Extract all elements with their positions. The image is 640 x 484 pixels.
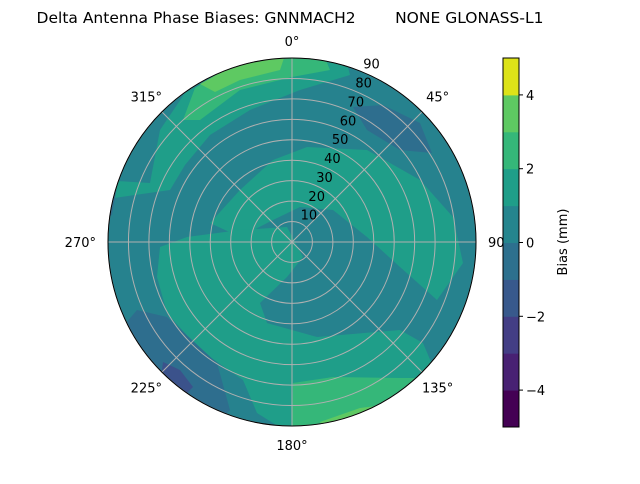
colorbar-band — [503, 131, 519, 170]
angular-tick-label: 135° — [422, 382, 453, 397]
colorbar-band — [503, 168, 519, 207]
angular-tick-label: 315° — [131, 90, 162, 105]
colorbar-tick-label: −4 — [526, 384, 545, 399]
radial-tick-label: 60 — [340, 114, 357, 129]
colorbar-label: Bias (mm) — [556, 209, 571, 276]
colorbar-band — [503, 353, 519, 391]
angular-tick-label: 225° — [131, 382, 162, 397]
radial-tick-label: 80 — [355, 77, 372, 92]
angular-tick-label: 45° — [426, 90, 449, 105]
angular-gridline — [291, 241, 423, 373]
colorbar-band — [503, 316, 519, 354]
colorbar-band — [503, 390, 519, 428]
radial-tick-label: 30 — [316, 171, 333, 186]
colorbar-tick-label: −2 — [526, 310, 545, 325]
chart-title: Delta Antenna Phase Biases: GNNMACH2 NON… — [37, 9, 544, 27]
colorbar-band — [503, 94, 519, 133]
angular-gridline — [161, 241, 293, 373]
polar-frame — [107, 57, 477, 427]
radial-tick-label: 20 — [308, 190, 325, 205]
contour-band-2-3 — [183, 58, 330, 120]
contour-band-1-2 — [108, 58, 350, 200]
colorbar-tick-label: 2 — [526, 163, 534, 178]
radial-tick-label: 10 — [301, 209, 318, 224]
angular-gridline — [291, 111, 423, 243]
angular-tick-label: 270° — [65, 236, 96, 251]
colorbar-band — [503, 242, 519, 280]
colorbar: 4 2 0 −2 −4 — [502, 57, 545, 428]
radial-tick-labels: 10 20 30 40 50 60 70 80 90 — [301, 58, 380, 224]
contour-band-1-2 — [210, 147, 463, 300]
colorbar-tick-label: 0 — [526, 237, 534, 252]
angular-tick-label: 0° — [285, 35, 300, 50]
contour-band-neg1-neg2 — [353, 105, 432, 153]
colorbar-band — [503, 279, 519, 317]
angular-tick-labels: 0°45°90°135°180°225°270°315° — [65, 35, 511, 454]
polar-grid — [107, 57, 477, 427]
radial-tick-label: 40 — [324, 152, 341, 167]
colorbar-tick-label: 4 — [526, 89, 534, 104]
radial-tick-label: 90 — [363, 58, 380, 73]
colorbar-band — [503, 58, 519, 96]
contour-band-3-4 — [200, 58, 285, 92]
angular-tick-label: 180° — [276, 439, 307, 454]
colorbar-band — [503, 205, 519, 243]
angular-gridline — [161, 111, 293, 243]
radial-tick-label: 70 — [348, 95, 365, 110]
radial-tick-label: 50 — [332, 133, 349, 148]
